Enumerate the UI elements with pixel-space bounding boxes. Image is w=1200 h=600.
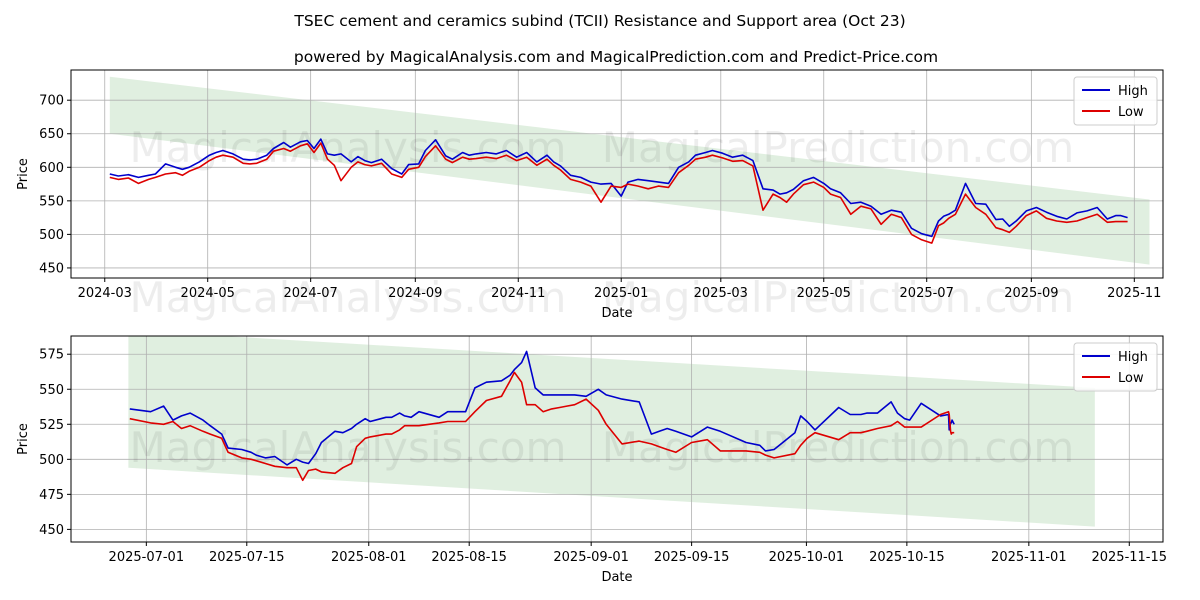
x-tick-label: 2024-03 (78, 286, 132, 301)
x-tick-label: 2025-10-15 (869, 550, 945, 565)
legend-label-high: High (1118, 84, 1148, 99)
y-tick-label: 500 (39, 228, 64, 243)
legend-label-high: High (1118, 350, 1148, 365)
y-tick-label: 550 (39, 194, 64, 209)
series-line-low (129, 371, 955, 482)
x-tick-label: 2024-09 (388, 286, 442, 301)
x-tick-label: 2025-11-01 (991, 550, 1067, 565)
x-tick-label: 2025-03 (694, 286, 748, 301)
series-line-high (129, 350, 955, 466)
series-line-high (109, 138, 1128, 238)
x-tick-label: 2024-11 (491, 286, 545, 301)
x-tick-label: 2025-08-15 (431, 550, 507, 565)
watermark-left: MagicalAnalysis.com (130, 123, 567, 172)
y-tick-label: 475 (39, 488, 64, 503)
resistance-support-band (109, 76, 1150, 265)
chart-title: TSEC cement and ceramics subind (TCII) R… (293, 12, 905, 30)
x-tick-label: 2025-09-01 (553, 550, 629, 565)
x-tick-label: 2025-07-01 (109, 550, 185, 565)
y-tick-label: 575 (39, 348, 64, 363)
x-tick-label: 2025-07 (900, 286, 954, 301)
y-tick-label: 450 (39, 523, 64, 538)
y-tick-label: 600 (39, 161, 64, 176)
legend-label-low: Low (1118, 371, 1144, 386)
y-tick-label: 650 (39, 127, 64, 142)
x-axis-label: Date (601, 570, 632, 585)
y-tick-label: 700 (39, 94, 64, 109)
y-axis-label: Price (16, 158, 31, 190)
x-tick-label: 2025-08-01 (331, 550, 407, 565)
y-tick-label: 500 (39, 453, 64, 468)
x-tick-label: 2025-09-15 (654, 550, 730, 565)
y-tick-label: 525 (39, 418, 64, 433)
watermark-left: MagicalAnalysis.com (130, 273, 567, 322)
plot-frame (70, 69, 1164, 279)
y-tick-label: 550 (39, 383, 64, 398)
x-tick-label: 2025-09 (1004, 286, 1058, 301)
x-tick-label: 2025-01 (594, 286, 648, 301)
y-tick-label: 450 (39, 261, 64, 276)
watermark-right: MagicalPrediction.com (602, 423, 1075, 472)
x-axis-label: Date (601, 306, 632, 321)
watermark-right: MagicalPrediction.com (602, 273, 1075, 322)
x-tick-label: 2025-10-01 (769, 550, 845, 565)
legend-label-low: Low (1118, 105, 1144, 120)
x-tick-label: 2024-05 (181, 286, 235, 301)
plot-frame (70, 335, 1164, 543)
watermark-right: MagicalPrediction.com (602, 123, 1075, 172)
x-tick-label: 2025-11 (1107, 286, 1161, 301)
bottom-panel: MagicalAnalysis.com MagicalPrediction.com… (16, 335, 1167, 585)
y-axis-label: Price (16, 423, 31, 455)
x-tick-label: 2025-05 (797, 286, 851, 301)
series-line-low (109, 142, 1128, 244)
top-panel: MagicalAnalysis.com MagicalPrediction.com… (16, 69, 1164, 322)
x-tick-label: 2025-07-15 (209, 550, 285, 565)
x-tick-label: 2025-11-15 (1091, 550, 1167, 565)
x-tick-label: 2024-07 (284, 286, 338, 301)
chart-subtitle: powered by MagicalAnalysis.com and Magic… (294, 48, 938, 66)
